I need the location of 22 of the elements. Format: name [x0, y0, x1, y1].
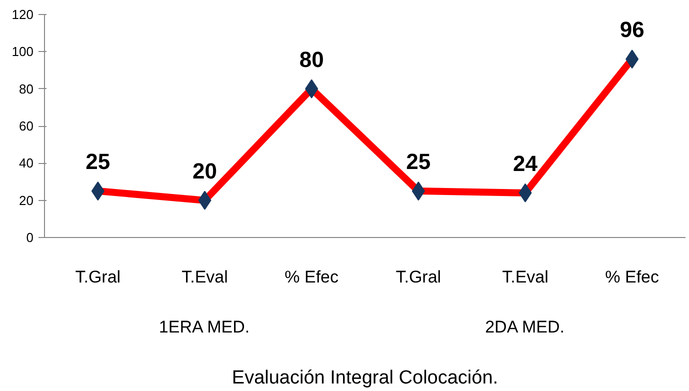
y-tick-label: 60 — [19, 118, 34, 134]
y-tick-label: 0 — [26, 230, 34, 245]
x-tick-label: % Efec — [605, 268, 660, 286]
text: 2DA MED. — [485, 318, 564, 336]
x-axis-title: Evaluación Integral Colocación. — [232, 368, 498, 388]
data-label: 24 — [513, 150, 538, 176]
x-tick-label: T.Eval — [182, 268, 228, 286]
y-tick-label: 20 — [19, 192, 34, 208]
x-tick-label: T.Gral — [396, 268, 442, 286]
x-tick-label: T.Eval — [502, 268, 548, 286]
x-tick-label: % Efec — [284, 268, 340, 286]
y-tick-label: 80 — [19, 81, 34, 96]
data-label: 25 — [406, 149, 431, 174]
data-label: 25 — [86, 149, 110, 174]
y-tick-label: 120 — [12, 7, 34, 22]
y-tick-label: 40 — [19, 156, 34, 171]
x-tick-label: T.Gral — [75, 268, 121, 286]
data-label: 80 — [299, 46, 324, 72]
text: 1ERA MED. — [158, 318, 250, 336]
y-tick-label: 100 — [12, 44, 34, 60]
data-label: 20 — [192, 158, 217, 184]
data-label: 96 — [620, 17, 644, 42]
